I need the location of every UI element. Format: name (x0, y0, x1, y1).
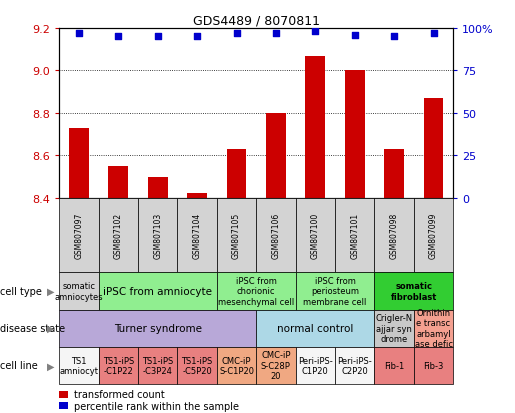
Text: iPSC from amniocyte: iPSC from amniocyte (103, 286, 212, 296)
Text: normal control: normal control (277, 323, 353, 333)
Bar (187, 194, 207, 198)
Bar (227, 150, 246, 198)
Text: Fib-1: Fib-1 (384, 361, 404, 370)
Text: GSM807106: GSM807106 (271, 212, 280, 259)
Text: GSM807100: GSM807100 (311, 212, 320, 259)
Text: ▶: ▶ (46, 361, 54, 370)
Point (351, 32, 359, 39)
Text: transformed count: transformed count (74, 389, 164, 399)
Text: Fib-3: Fib-3 (423, 361, 444, 370)
Bar (69, 128, 89, 198)
Point (75, 31, 83, 37)
Text: GSM807102: GSM807102 (114, 212, 123, 259)
Point (153, 34, 162, 40)
Text: ▶: ▶ (46, 286, 54, 296)
Bar (424, 99, 443, 198)
Text: Peri-iPS-
C1P20: Peri-iPS- C1P20 (298, 356, 333, 375)
Bar (384, 150, 404, 198)
Bar (305, 57, 325, 198)
Point (114, 34, 123, 40)
Text: CMC-iP
S-C1P20: CMC-iP S-C1P20 (219, 356, 254, 375)
Title: GDS4489 / 8070811: GDS4489 / 8070811 (193, 15, 320, 28)
Bar (266, 114, 286, 198)
Bar (148, 177, 167, 198)
Text: GSM807097: GSM807097 (75, 212, 83, 259)
Text: GSM807101: GSM807101 (350, 212, 359, 259)
Text: disease state: disease state (0, 323, 65, 333)
Text: TS1
amniocyt: TS1 amniocyt (59, 356, 98, 375)
Text: GSM807104: GSM807104 (193, 212, 201, 259)
Text: Ornithin
e transc
arbamyl
ase defic: Ornithin e transc arbamyl ase defic (415, 308, 453, 349)
Text: GSM807098: GSM807098 (390, 212, 399, 259)
Text: Turner syndrome: Turner syndrome (114, 323, 202, 333)
Text: iPSC from
periosteum
membrane cell: iPSC from periosteum membrane cell (303, 276, 367, 306)
Text: Crigler-N
ajjar syn
drome: Crigler-N ajjar syn drome (375, 313, 413, 343)
Text: percentile rank within the sample: percentile rank within the sample (74, 401, 238, 411)
Point (390, 34, 398, 40)
Text: cell type: cell type (0, 286, 42, 296)
Bar (345, 71, 365, 198)
Text: TS1-iPS
-C3P24: TS1-iPS -C3P24 (142, 356, 174, 375)
Text: GSM807105: GSM807105 (232, 212, 241, 259)
Text: CMC-iP
S-C28P
20: CMC-iP S-C28P 20 (261, 351, 291, 380)
Point (193, 34, 201, 40)
Point (311, 29, 319, 36)
Text: TS1-iPS
-C5P20: TS1-iPS -C5P20 (181, 356, 213, 375)
Text: iPSC from
chorionic
mesenchymal cell: iPSC from chorionic mesenchymal cell (218, 276, 295, 306)
Bar (109, 166, 128, 198)
Text: GSM807103: GSM807103 (153, 212, 162, 259)
Text: cell line: cell line (0, 361, 38, 370)
Point (232, 31, 241, 37)
Text: somatic
amniocytes: somatic amniocytes (55, 282, 103, 301)
Text: somatic
fibroblast: somatic fibroblast (390, 282, 437, 301)
Text: ▶: ▶ (46, 323, 54, 333)
Text: Peri-iPS-
C2P20: Peri-iPS- C2P20 (337, 356, 372, 375)
Point (430, 31, 438, 37)
Text: GSM807099: GSM807099 (429, 212, 438, 259)
Point (272, 31, 280, 37)
Text: TS1-iPS
-C1P22: TS1-iPS -C1P22 (102, 356, 134, 375)
